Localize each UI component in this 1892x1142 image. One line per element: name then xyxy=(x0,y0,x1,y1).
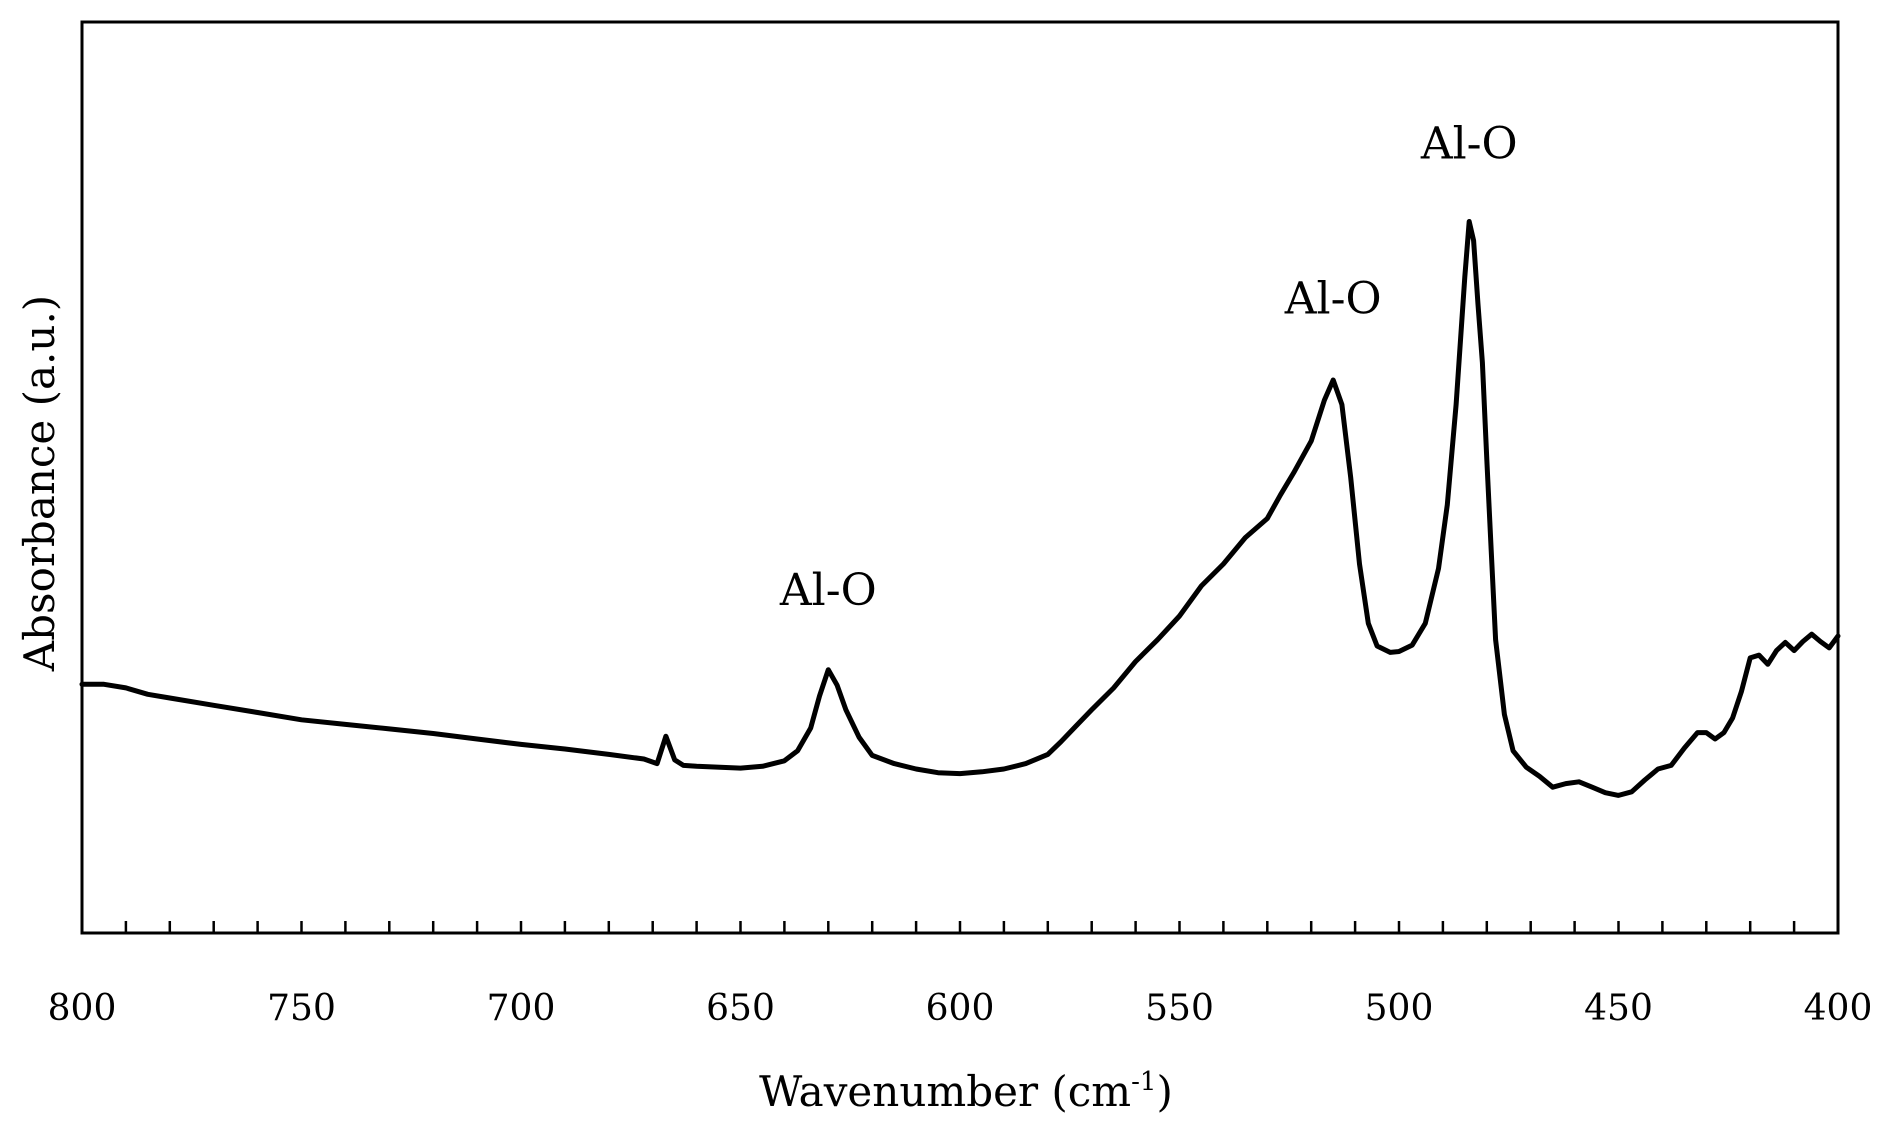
x-tick-label: 500 xyxy=(1365,988,1434,1029)
plot-frame xyxy=(80,20,1840,935)
x-tick-label: 800 xyxy=(48,988,117,1029)
peak-annotations: Al-O Al-O Al-O xyxy=(779,119,1518,616)
x-axis-title: Wavenumber (cm-1) xyxy=(759,1067,1173,1116)
x-tick-label: 700 xyxy=(487,988,556,1029)
x-tick-label: 450 xyxy=(1584,988,1653,1029)
x-axis-tick-labels: 800 750 700 650 600 550 500 450 400 xyxy=(48,988,1873,1029)
peak-label-al-o: Al-O xyxy=(1284,274,1382,325)
x-tick-label: 750 xyxy=(267,988,336,1029)
peak-label-al-o: Al-O xyxy=(1420,119,1518,170)
x-tick-label: 650 xyxy=(706,988,775,1029)
x-tick-label: 400 xyxy=(1804,988,1873,1029)
y-axis-title: Absorbance (a.u.) xyxy=(15,295,64,672)
x-tick-label: 550 xyxy=(1145,988,1214,1029)
x-axis-ticks xyxy=(80,921,1840,933)
peak-label-al-o: Al-O xyxy=(779,565,877,616)
spectrum-line xyxy=(79,219,1841,798)
x-tick-label: 600 xyxy=(926,988,995,1029)
